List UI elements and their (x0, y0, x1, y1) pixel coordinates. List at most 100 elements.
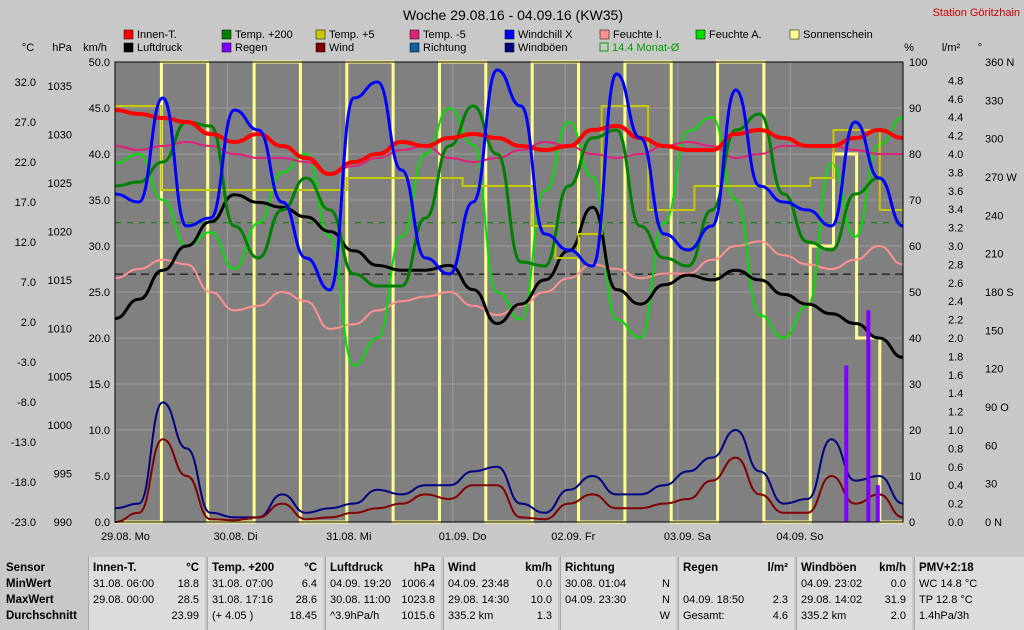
legend-swatch (315, 42, 326, 53)
legend-swatch (789, 29, 800, 40)
stats-cell-value: 1006.4 (401, 578, 435, 590)
pressure-tick-label: 1035 (48, 81, 72, 93)
rain-tick-label: 1.6 (948, 370, 963, 382)
series-innen-temp (114, 108, 904, 177)
direction-tick-label: 120 (985, 364, 1003, 376)
stats-column-name: Wind (448, 562, 476, 574)
humidity-tick-label: 40 (909, 333, 921, 345)
x-axis-label: 31.08. Mi (326, 531, 371, 543)
rain-tick-label: 4.2 (948, 131, 963, 143)
x-axis-label: 01.09. Do (439, 531, 487, 543)
x-axis-label: 30.08. Di (214, 531, 258, 543)
temp-tick-label: 32.0 (15, 77, 36, 89)
stats-cell-value: 0.0 (890, 578, 906, 590)
temp-tick-label: 27.0 (15, 117, 36, 129)
pressure-tick-label: 1000 (48, 420, 72, 432)
legend-label: Sonnenschein (803, 29, 873, 41)
rain-tick-label: 1.8 (948, 351, 963, 363)
legend-label: Innen-T. (137, 29, 177, 41)
direction-tick-label: 90 O (985, 402, 1009, 414)
rain-tick-label: 2.4 (948, 296, 963, 308)
direction-tick-label: 300 (985, 134, 1003, 146)
legend-swatch (221, 29, 232, 40)
stats-cell-value: N (662, 578, 670, 590)
rain-tick-label: 1.4 (948, 388, 963, 400)
stats-column-unit: km/h (525, 562, 552, 574)
stats-column: Temp. +200 °C 31.08. 07:00 6.4 31.08. 17:16 2… (207, 557, 323, 630)
x-axis-label: 02.09. Fr (551, 531, 595, 543)
temp-tick-label: 17.0 (15, 197, 36, 209)
series-feuchte-aussen (114, 106, 904, 367)
stats-cell-value: 1023.8 (401, 594, 435, 606)
rain-tick-label: 4.4 (948, 112, 963, 124)
temp-tick-label: 7.0 (21, 277, 36, 289)
direction-tick-label: 240 (985, 210, 1003, 222)
rain-bar (844, 365, 849, 522)
axis-unit-right: l/m² (942, 42, 961, 54)
stats-cell-time: 30.08. 01:04 (565, 578, 627, 590)
stats-cell-value: 1.3 (536, 610, 552, 622)
stats-cell-time: 29.08. 00:00 (93, 594, 155, 606)
rain-tick-label: 1.0 (948, 425, 963, 437)
axis-unit-right: % (904, 42, 914, 54)
stats-column-unit: °C (304, 562, 317, 574)
stats-cell-time: 30.08. 11:00 (330, 594, 391, 606)
legend-swatch (315, 29, 326, 40)
pressure-tick-label: 995 (54, 469, 72, 481)
stats-column: Luftdruck hPa 04.09. 19:20 1006.4 30.08. 11:… (325, 557, 441, 630)
stats-cell-time: 335.2 km (448, 610, 494, 622)
legend-swatch (409, 29, 420, 40)
stats-column-name: Innen-T. (93, 562, 137, 574)
pressure-tick-label: 1005 (48, 372, 72, 384)
temp-tick-label: -23.0 (11, 517, 36, 529)
humidity-tick-label: 100 (909, 57, 927, 69)
stats-cell-value: 4.6 (772, 610, 788, 622)
temp-tick-label: 12.0 (15, 237, 36, 249)
legend-label: Feuchte A. (709, 29, 762, 41)
direction-tick-label: 30 (985, 479, 997, 491)
legend-swatch (695, 29, 706, 40)
rain-tick-label: 3.6 (948, 186, 963, 198)
humidity-tick-label: 60 (909, 241, 921, 253)
stats-cell-value: 0.0 (536, 578, 552, 590)
legend-label: Temp. +5 (329, 29, 375, 41)
stats-cell-value: 23.99 (171, 610, 199, 622)
pressure-tick-label: 1010 (48, 323, 72, 335)
legend-swatch (221, 42, 232, 53)
legend-label: Richtung (423, 42, 466, 54)
stats-cell-value: 6.4 (301, 578, 317, 590)
legend-label: Feuchte I. (613, 29, 662, 41)
humidity-tick-label: 0 (909, 517, 915, 529)
legend-label: Wind (329, 42, 354, 54)
stats-column-name: Windböen (801, 562, 857, 574)
humidity-tick-label: 30 (909, 379, 921, 391)
series-windchill (114, 68, 904, 292)
stats-cell-value: 31.9 (884, 594, 906, 606)
wind-tick-label: 0.0 (95, 517, 110, 529)
axis-unit-left: km/h (83, 42, 107, 54)
humidity-tick-label: 10 (909, 471, 921, 483)
rain-bar (866, 310, 871, 522)
temp-tick-label: -8.0 (17, 397, 36, 409)
pressure-tick-label: 990 (54, 517, 72, 529)
stats-cell-value: 18.8 (177, 578, 199, 590)
direction-tick-label: 180 S (985, 287, 1014, 299)
stats-column-unit: km/h (879, 562, 906, 574)
direction-tick-label: 150 (985, 325, 1003, 337)
legend-swatch (504, 29, 515, 40)
rain-tick-label: 0.0 (948, 517, 963, 529)
series-windboeen (114, 401, 904, 519)
rain-tick-label: 3.8 (948, 167, 963, 179)
rain-tick-label: 4.6 (948, 94, 963, 106)
temp-tick-label: 22.0 (15, 157, 36, 169)
stats-cell-value: 2.0 (890, 610, 906, 622)
legend-label: 14.4 Monat-Ø (612, 42, 680, 54)
direction-tick-label: 0 N (985, 517, 1002, 529)
legend-swatch (409, 42, 420, 53)
series-wind (114, 438, 904, 523)
stats-label-column: Sensor MinWert MaxWert Durchschnitt (0, 557, 86, 630)
direction-tick-label: 360 N (985, 57, 1014, 69)
legend-swatch (123, 42, 134, 53)
stats-column: PMV+2:18 WC 14.8 °C TP 12.8 °C 1.4hPa/3h (914, 557, 1024, 630)
temp-tick-label: -13.0 (11, 437, 36, 449)
